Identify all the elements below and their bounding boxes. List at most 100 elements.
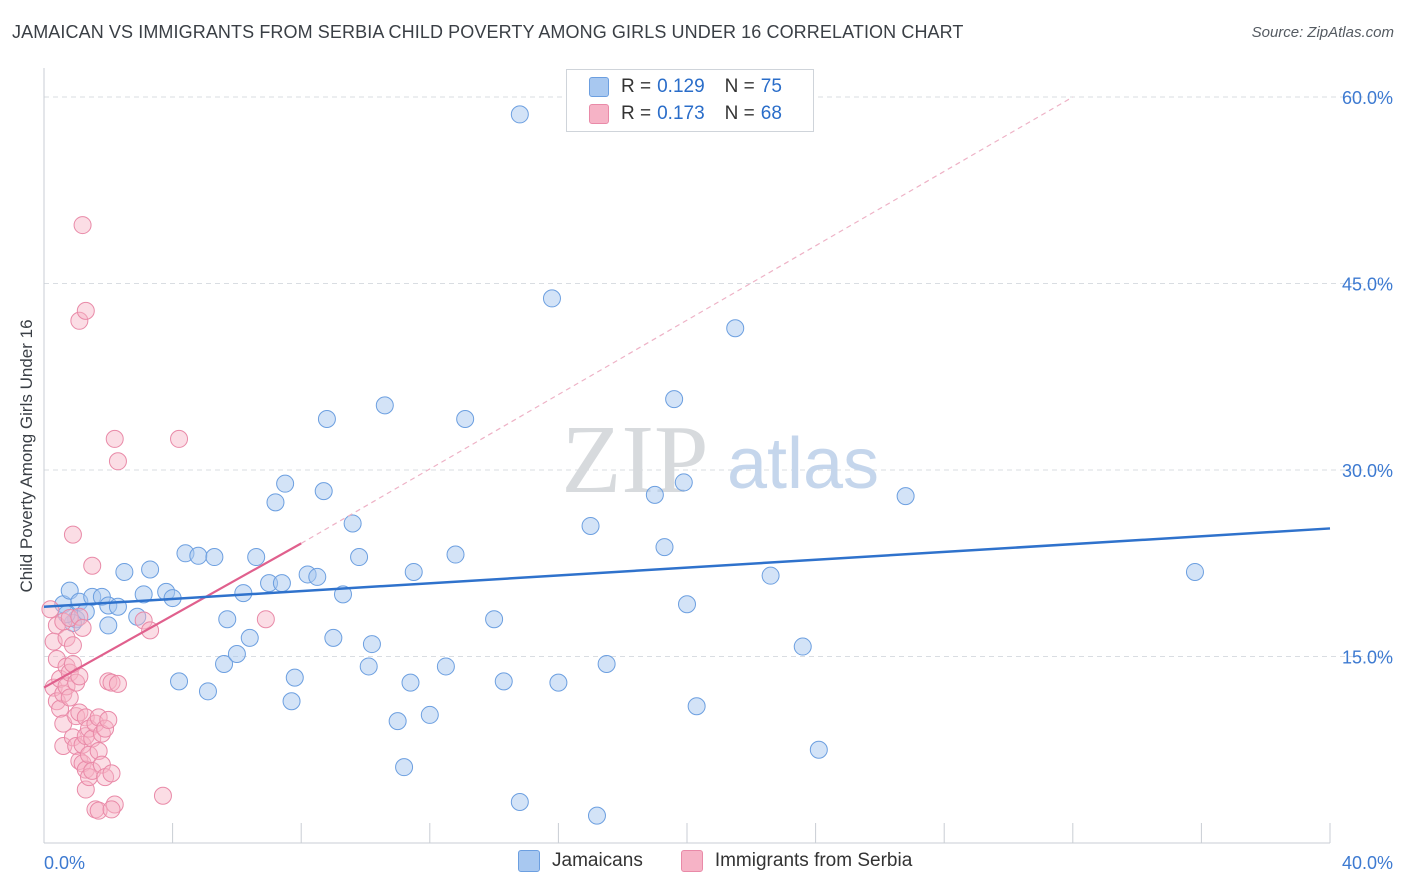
data-point-jamaicans xyxy=(227,645,246,664)
data-point-jamaicans xyxy=(510,105,529,124)
data-point-jamaicans xyxy=(375,396,394,415)
tick-labels: 15.0% 30.0% 45.0% 60.0% 0.0% 40.0% xyxy=(44,88,1393,873)
data-point-jamaicans xyxy=(896,487,915,506)
data-point-serbia xyxy=(102,673,121,692)
data-point-jamaicans xyxy=(485,610,504,629)
legend-item-jamaicans[interactable]: Jamaicans xyxy=(518,850,643,872)
data-point-serbia xyxy=(76,301,95,320)
data-point-jamaicans xyxy=(404,562,423,581)
watermark: ZIP atlas xyxy=(562,406,880,514)
trend-line-serbia-extension xyxy=(300,96,1074,544)
legend-r-value: 0.173 xyxy=(657,103,705,124)
legend-label-jamaicans: Jamaicans xyxy=(552,850,643,871)
data-point-jamaicans xyxy=(317,410,336,429)
data-point-jamaicans xyxy=(282,692,301,711)
data-point-serbia xyxy=(170,429,189,448)
data-point-serbia xyxy=(89,801,108,820)
y-tick-label: 60.0% xyxy=(1342,88,1393,108)
data-point-jamaicans xyxy=(446,545,465,564)
series-legend: Jamaicans Immigrants from Serbia xyxy=(518,850,950,872)
chart-title: JAMAICAN VS IMMIGRANTS FROM SERBIA CHILD… xyxy=(12,22,964,42)
source-link[interactable]: ZipAtlas.com xyxy=(1307,24,1394,41)
data-point-serbia xyxy=(89,741,108,760)
data-point-jamaicans xyxy=(678,595,696,614)
x-tick-label: 0.0% xyxy=(44,853,85,873)
legend-swatch-pink xyxy=(680,850,703,872)
data-point-jamaicans xyxy=(240,628,259,647)
data-point-jamaicans xyxy=(205,548,224,567)
legend-swatch-blue xyxy=(518,850,540,872)
legend-r-label: R = xyxy=(621,103,652,124)
data-point-jamaicans xyxy=(674,473,693,492)
data-point-serbia xyxy=(60,608,79,627)
data-point-jamaicans xyxy=(141,560,160,579)
data-point-serbia xyxy=(63,525,82,544)
data-point-jamaicans xyxy=(276,474,295,493)
data-point-serbia xyxy=(108,674,127,693)
source-attribution: Source: ZipAtlas.com xyxy=(1252,24,1394,41)
series-serbia xyxy=(41,216,275,820)
data-point-jamaicans xyxy=(494,672,513,691)
data-point-jamaicans xyxy=(395,758,414,777)
data-point-jamaicans xyxy=(359,657,378,676)
y-tick-label: 45.0% xyxy=(1342,275,1393,295)
data-point-jamaicans xyxy=(134,585,153,604)
y-tick-label: 15.0% xyxy=(1342,648,1393,668)
trend-line-jamaicans xyxy=(43,527,1331,609)
data-point-jamaicans xyxy=(549,673,568,692)
data-point-serbia xyxy=(67,737,86,756)
data-point-serbia xyxy=(76,708,95,727)
legend-r-label: R = xyxy=(621,76,652,97)
data-point-jamaicans xyxy=(198,682,217,701)
data-point-jamaicans xyxy=(436,657,455,676)
data-point-serbia xyxy=(47,649,66,668)
data-point-jamaicans xyxy=(362,635,381,654)
legend-n-value: 68 xyxy=(760,103,782,124)
legend-label-serbia: Immigrants from Serbia xyxy=(714,850,913,871)
data-point-jamaicans xyxy=(1185,562,1204,581)
x-tick-label: 40.0% xyxy=(1342,853,1393,873)
data-point-serbia xyxy=(41,600,60,619)
data-point-jamaicans xyxy=(655,538,674,557)
data-point-serbia xyxy=(153,786,172,805)
data-point-jamaicans xyxy=(809,740,828,759)
data-point-jamaicans xyxy=(99,616,118,635)
data-point-serbia xyxy=(256,610,275,629)
data-point-jamaicans xyxy=(510,792,529,811)
data-point-serbia xyxy=(60,688,79,707)
data-point-jamaicans xyxy=(665,390,684,409)
data-point-jamaicans xyxy=(266,493,285,512)
data-point-jamaicans xyxy=(247,548,266,567)
legend-row-jamaicans: R = 0.129 N = 75 xyxy=(589,76,782,98)
legend-r-value: 0.129 xyxy=(657,76,705,97)
data-point-jamaicans xyxy=(115,562,134,581)
data-point-jamaicans xyxy=(645,485,664,504)
axes xyxy=(43,68,1331,844)
data-point-jamaicans xyxy=(285,668,304,687)
legend-n-value: 75 xyxy=(760,76,782,97)
data-point-jamaicans xyxy=(456,410,475,429)
watermark-zip: ZIP xyxy=(562,406,709,514)
source-label: Source: xyxy=(1251,24,1304,41)
data-point-jamaicans xyxy=(726,319,745,338)
y-axis-label: Child Poverty Among Girls Under 16 xyxy=(17,319,36,592)
data-point-jamaicans xyxy=(218,610,237,629)
legend-n-label: N = xyxy=(724,103,755,124)
data-point-serbia xyxy=(99,710,118,729)
series-jamaicans xyxy=(54,105,1204,825)
data-point-serbia xyxy=(102,800,121,819)
legend-item-serbia[interactable]: Immigrants from Serbia xyxy=(680,850,913,872)
data-point-jamaicans xyxy=(324,628,343,647)
data-point-jamaicans xyxy=(420,705,439,724)
data-point-serbia xyxy=(70,607,89,626)
data-point-jamaicans xyxy=(308,567,327,586)
legend-swatch-pink xyxy=(589,104,609,124)
data-point-serbia xyxy=(105,795,124,814)
data-point-serbia xyxy=(63,636,82,655)
data-point-jamaicans xyxy=(587,806,606,825)
legend-swatch-blue xyxy=(589,77,609,97)
watermark-atlas: atlas xyxy=(727,424,879,504)
data-point-serbia xyxy=(73,618,92,637)
data-point-serbia xyxy=(105,429,124,448)
data-point-serbia xyxy=(70,311,89,330)
